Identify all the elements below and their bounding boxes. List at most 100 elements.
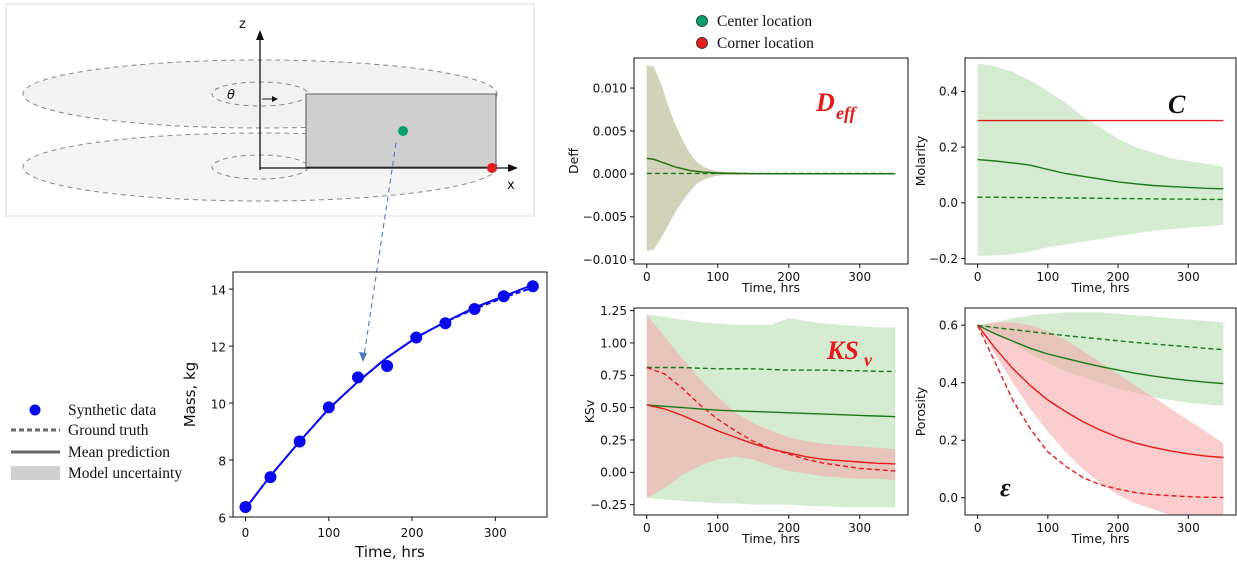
theta-arrowhead: [272, 96, 278, 102]
porosity-ylabel: Porosity: [913, 386, 928, 436]
corner-location-marker: [487, 163, 497, 173]
legend-synthetic-label: Synthetic data: [68, 402, 156, 419]
molarity-plot-area: [977, 63, 1224, 256]
mass-xtick-label: 300: [484, 526, 507, 540]
porosity-ytick-label: 0.0: [939, 491, 958, 505]
x-axis-arrowhead: [508, 164, 518, 172]
deff-symbol-sub: eff: [836, 103, 858, 123]
deff-ytick-label: 0.000: [593, 167, 627, 181]
deff-chart: 0 100 200 300 −0.010 −0.005 0.000 0.005 0.010 Tim…: [566, 57, 909, 295]
ksv-xtick-label: 200: [777, 521, 800, 535]
mass-xtick-label: 0: [242, 526, 250, 540]
porosity-mean-line: [977, 324, 1224, 385]
mass-axes-frame: [232, 271, 548, 518]
deff-ytick-label: 0.005: [593, 124, 627, 138]
ksv-ylabel: KSv: [582, 399, 597, 423]
deff-ytick-label: 0.010: [593, 81, 627, 95]
ksv-plot-area: [646, 314, 896, 508]
mass-mean-line: [244, 283, 534, 510]
molarity-xtick-label: 100: [1036, 270, 1059, 284]
mass-ytick-label: 12: [211, 340, 226, 354]
ksv-mean-line: [646, 404, 896, 418]
mass-ytick-label: 10: [211, 397, 226, 411]
porosity-plot-area: [976, 312, 1224, 515]
mass-truth-line: [244, 286, 534, 510]
mass-xtick-label: 100: [317, 526, 340, 540]
molarity-xtick-label: 0: [974, 270, 982, 284]
ksv-symbol-sub: v: [864, 350, 873, 370]
porosity-ytick-label: 0.4: [939, 376, 958, 390]
z-axis-label: z: [239, 17, 246, 32]
mass-chart: 0 100 200 300 6 8 10 12 14 Time, hrs Mass, kg: [181, 271, 548, 561]
deff-xtick-label: 100: [706, 270, 729, 284]
molarity-symbol: C: [1168, 90, 1186, 119]
ksv-symbol: KS v: [826, 336, 873, 370]
ksv-ytick-label: −0.25: [590, 498, 627, 512]
ksv-mean-line: [646, 404, 896, 465]
porosity-chart: 0 100 200 300 0.0 0.2 0.4 0.6 Time, hrs Porosity: [913, 307, 1237, 546]
ksv-xtick-label: 100: [706, 521, 729, 535]
porosity-truth-line: [976, 325, 1224, 499]
ksv-xtick-label: 0: [643, 521, 651, 535]
porosity-ytick-label: 0.6: [939, 319, 958, 333]
ksv-axes-frame: [633, 307, 909, 516]
deff-symbol: D eff: [815, 88, 858, 123]
deff-axes-frame: [633, 57, 909, 265]
deff-xtick-label: 0: [643, 270, 651, 284]
legend-band-swatch: [11, 466, 60, 480]
ksv-truth-line: [646, 366, 896, 373]
porosity-xtick-label: 300: [1177, 521, 1200, 535]
x-axis-label: x: [507, 178, 515, 193]
ksv-xlabel: Time, hrs: [741, 531, 800, 546]
z-axis-arrowhead: [256, 30, 264, 40]
porosity-xtick-label: 0: [974, 521, 982, 535]
ksv-xtick-label: 300: [848, 521, 871, 535]
deff-plot-area: [646, 64, 896, 252]
molarity-ytick-label: 0.0: [939, 196, 958, 210]
mass-ytick-label: 14: [211, 283, 226, 297]
legend-band-label: Model uncertainty: [68, 465, 182, 482]
molarity-axes-frame: [964, 57, 1237, 265]
deff-xlabel: Time, hrs: [741, 280, 800, 295]
mass-data-point: [322, 401, 335, 414]
legend-mean-label: Mean prediction: [68, 444, 170, 461]
ksv-ytick-label: 1.25: [600, 304, 627, 318]
molarity-band-green: [977, 63, 1224, 256]
center-location-marker: [398, 126, 408, 136]
porosity-xtick-label: 100: [1036, 521, 1059, 535]
legend-truth-label: Ground truth: [68, 422, 149, 439]
porosity-band-red: [977, 322, 1224, 515]
molarity-truth-line: [977, 196, 1224, 201]
molarity-ytick-label: 0.4: [939, 85, 958, 99]
porosity-mean-line: [977, 324, 1224, 459]
molarity-ytick-label: 0.2: [939, 140, 958, 154]
mass-ytick-label: 6: [218, 511, 226, 525]
molarity-ylabel: Molarity: [913, 135, 928, 186]
ksv-band-red: [646, 314, 896, 499]
location-legend: Center location Corner location: [696, 13, 814, 52]
mass-xtick-label: 200: [401, 526, 424, 540]
model-legend: Synthetic data Ground truth Mean predict…: [11, 402, 182, 482]
deff-ytick-label: −0.005: [583, 210, 627, 224]
ksv-ytick-label: 0.50: [600, 401, 627, 415]
mass-ylabel: Mass, kg: [181, 362, 199, 428]
porosity-xtick-label: 200: [1107, 521, 1130, 535]
deff-band-green: [646, 64, 896, 252]
porosity-xlabel: Time, hrs: [1070, 531, 1129, 546]
deff-ytick-label: −0.010: [583, 253, 627, 267]
mass-data-point: [381, 360, 394, 373]
mass-ytick-label: 8: [218, 454, 226, 468]
deff-xtick-label: 200: [777, 270, 800, 284]
ksv-ytick-label: 0.75: [600, 369, 627, 383]
molarity-xtick-label: 200: [1107, 270, 1130, 284]
porosity-ytick-label: 0.2: [939, 434, 958, 448]
molarity-chart: 0 100 200 300 −0.2 0.0 0.2 0.4 Time, hrs Molarity: [913, 57, 1237, 295]
mass-xlabel: Time, hrs: [354, 543, 425, 561]
legend-corner-label: Corner location: [717, 35, 814, 52]
ksv-ytick-label: 0.25: [600, 433, 627, 447]
molarity-xlabel: Time, hrs: [1070, 280, 1129, 295]
molarity-mean-line: [977, 158, 1224, 190]
deff-symbol-main: D: [815, 88, 835, 117]
porosity-symbol: ε: [1000, 473, 1011, 502]
